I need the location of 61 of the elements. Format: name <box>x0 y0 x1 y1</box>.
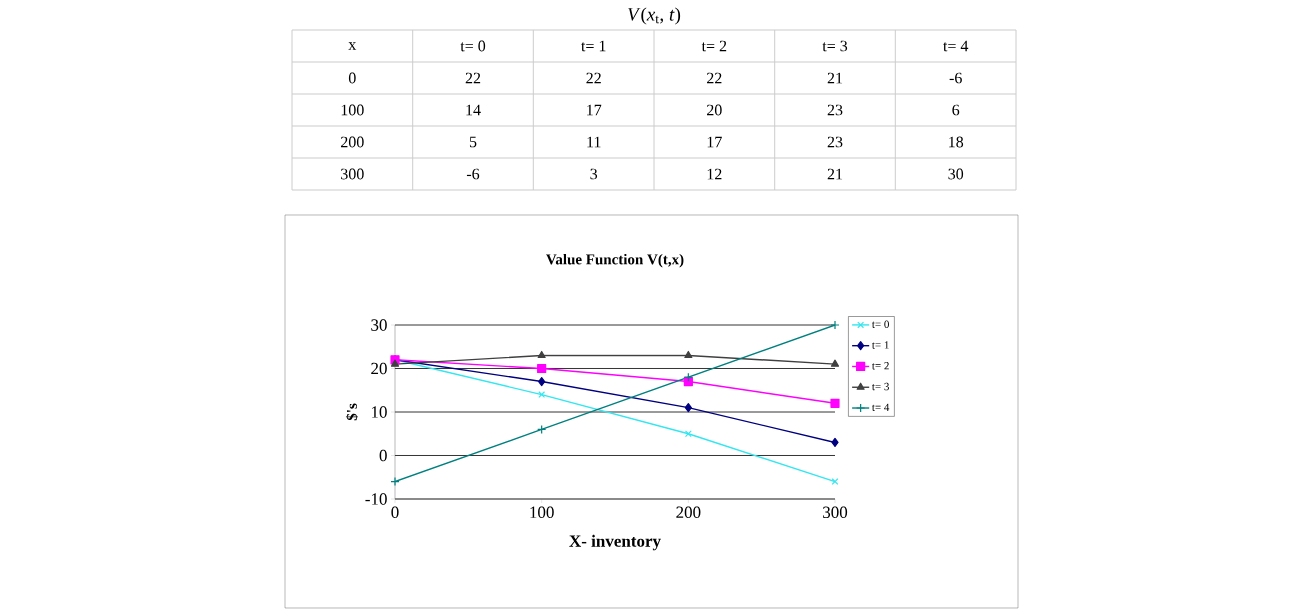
point <box>538 391 546 399</box>
x-axis-title: X- inventory <box>569 534 661 551</box>
y-tick-label: 100 <box>341 104 364 116</box>
data-label: 12 <box>707 168 722 180</box>
data-label: 17 <box>587 104 602 116</box>
x-tick-label: t= 3 <box>822 40 848 52</box>
data-label: 22 <box>707 72 722 84</box>
data-label: 22 <box>465 72 481 84</box>
data-label: 23 <box>827 136 843 148</box>
x-tick-label: t= 0 <box>460 40 486 52</box>
data-label: 3 <box>590 168 598 180</box>
data-label: 5 <box>469 136 477 148</box>
y-axis-title: $'s <box>345 403 358 421</box>
data-label: 14 <box>466 104 481 116</box>
point <box>537 350 546 359</box>
data-label: 11 <box>587 136 601 148</box>
point <box>390 477 400 487</box>
x-tick-label: t= 2 <box>701 40 727 52</box>
data-label: 6 <box>952 104 960 116</box>
point <box>830 359 840 367</box>
y-tick-label: 200 <box>341 136 364 148</box>
point <box>830 398 840 408</box>
point <box>537 363 547 374</box>
y-axis-title: x <box>348 42 357 50</box>
x-tick-label: 200 <box>676 506 701 519</box>
chart-title: Value Function V(t,x) <box>546 253 684 268</box>
point <box>684 430 692 438</box>
y-tick-label: 10 <box>371 406 387 418</box>
y-tick-label: 30 <box>371 319 387 331</box>
data-label: -6 <box>949 72 962 84</box>
data-label: 21 <box>827 72 843 84</box>
point <box>684 350 693 359</box>
legend-label: t= 3 <box>871 382 889 391</box>
point <box>830 320 840 330</box>
chart-title: V(x$_{t}$, t) <box>628 7 681 25</box>
x-tick-label: t= 4 <box>943 40 969 52</box>
x-tick-label: t= 1 <box>581 40 606 52</box>
data-label: 17 <box>707 136 722 148</box>
data-label: 20 <box>707 104 722 116</box>
y-tick-label: 0 <box>379 449 387 462</box>
point <box>831 478 839 486</box>
data-label: 30 <box>948 168 964 180</box>
legend-label: t= 1 <box>871 341 889 349</box>
point <box>538 376 546 387</box>
legend-label: t= 4 <box>871 403 890 411</box>
data-label: 18 <box>949 136 964 148</box>
x-tick-label: 0 <box>391 506 399 519</box>
data-label: 21 <box>827 168 843 180</box>
data-label: -6 <box>466 168 480 180</box>
legend-label: t= 2 <box>871 362 889 370</box>
data-label: 23 <box>827 104 843 116</box>
x-tick-label: 300 <box>823 506 848 519</box>
data-label: 22 <box>586 72 601 84</box>
legend-label: t= 0 <box>871 320 889 328</box>
y-tick-label: -10 <box>365 493 387 505</box>
y-tick-label: 0 <box>348 72 356 84</box>
point <box>831 437 839 448</box>
y-tick-label: 300 <box>341 168 364 180</box>
point <box>684 403 692 413</box>
x-tick-label: 100 <box>530 506 554 519</box>
y-tick-label: 20 <box>371 362 387 375</box>
